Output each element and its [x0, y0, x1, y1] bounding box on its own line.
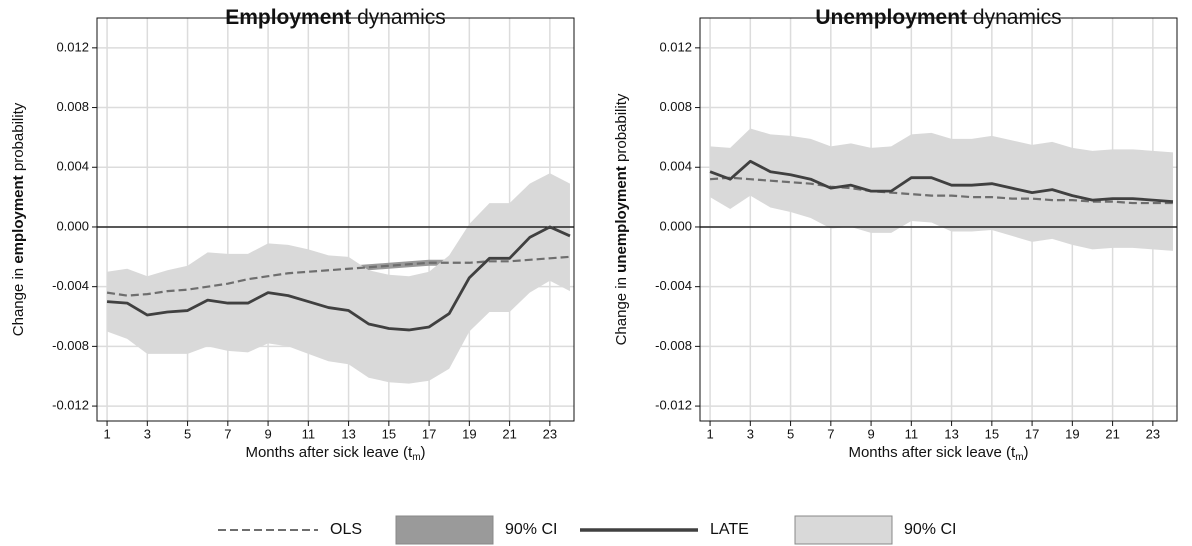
y-tick-label: 0.004 [659, 159, 692, 174]
ols-line [709, 176, 1173, 205]
x-tick-label: 15 [985, 426, 999, 441]
y-tick-label: -0.008 [52, 338, 89, 353]
y-tick-label: 0.008 [659, 99, 692, 114]
y-tick-label: 0.012 [659, 39, 692, 54]
legend-label: 90% CI [505, 521, 557, 538]
y-tick-label: 0.000 [56, 218, 89, 233]
x-tick-label: 17 [422, 426, 436, 441]
ci-band [107, 173, 570, 384]
legend-label: LATE [710, 521, 749, 538]
x-tick-label: 19 [1065, 426, 1079, 441]
y-tick-label: -0.004 [52, 278, 89, 293]
y-tick-label: -0.012 [655, 398, 692, 413]
y-tick-label: -0.012 [52, 398, 89, 413]
y-tick-label: 0.000 [659, 218, 692, 233]
legend-swatch [395, 515, 494, 545]
y-tick-label: -0.004 [655, 278, 692, 293]
y-label-bold: employment [10, 175, 27, 263]
x-tick-label: 21 [1105, 426, 1119, 441]
x-tick-label: 3 [747, 426, 754, 441]
y-label-start: Change in [613, 277, 630, 345]
x-axis-label: Months after sick leave (tm) [848, 444, 1028, 463]
x-label-end: ) [1024, 444, 1029, 461]
x-label-end: ) [421, 444, 426, 461]
y-axis-label: Change in unemployment probability [613, 93, 630, 345]
y-label-end: probability [613, 93, 630, 162]
x-tick-label: 7 [827, 426, 834, 441]
y-tick-label: 0.004 [56, 159, 89, 174]
ols-line [106, 255, 571, 297]
y-tick-label: -0.008 [655, 338, 692, 353]
y-tick-label: 0.012 [56, 39, 89, 54]
x-axis-label: Months after sick leave (tm) [245, 444, 425, 463]
title-bold: Employment [225, 6, 351, 29]
title-bold: Unemployment [815, 6, 967, 29]
x-tick-label: 1 [706, 426, 713, 441]
x-tick-label: 23 [543, 426, 557, 441]
y-tick-label: 0.008 [56, 99, 89, 114]
x-tick-label: 11 [302, 426, 316, 441]
late-line [709, 159, 1174, 203]
x-tick-label: 11 [905, 426, 919, 441]
x-tick-label: 21 [502, 426, 516, 441]
chart-title: Unemployment dynamics [815, 6, 1061, 29]
x-tick-label: 3 [144, 426, 151, 441]
x-tick-label: 13 [341, 426, 355, 441]
x-tick-label: 9 [867, 426, 874, 441]
title-rest: dynamics [357, 6, 446, 29]
x-tick-label: 15 [382, 426, 396, 441]
y-label-bold: unemployment [613, 166, 630, 273]
x-label-sub: m [1015, 452, 1023, 463]
x-tick-label: 5 [787, 426, 794, 441]
y-label-start: Change in [10, 268, 27, 336]
x-tick-label: 23 [1146, 426, 1160, 441]
x-label-sub: m [412, 452, 420, 463]
x-tick-label: 9 [264, 426, 271, 441]
late-line [106, 225, 571, 332]
x-tick-label: 1 [103, 426, 110, 441]
x-tick-label: 7 [224, 426, 231, 441]
x-label-main: Months after sick leave (t [848, 444, 1016, 461]
plot-border [699, 17, 1178, 422]
x-label-main: Months after sick leave (t [245, 444, 413, 461]
x-tick-label: 5 [184, 426, 191, 441]
legend-label: 90% CI [904, 521, 956, 538]
y-axis-label: Change in employment probability [10, 102, 27, 336]
x-tick-label: 13 [944, 426, 958, 441]
legend-label: OLS [330, 521, 362, 538]
chart-title: Employment dynamics [225, 6, 446, 29]
ci-band [710, 128, 1173, 251]
y-label-end: probability [10, 102, 27, 171]
title-rest: dynamics [973, 6, 1062, 29]
x-tick-label: 17 [1025, 426, 1039, 441]
plot-border [96, 17, 575, 422]
x-tick-label: 19 [462, 426, 476, 441]
legend-swatch [794, 515, 893, 545]
